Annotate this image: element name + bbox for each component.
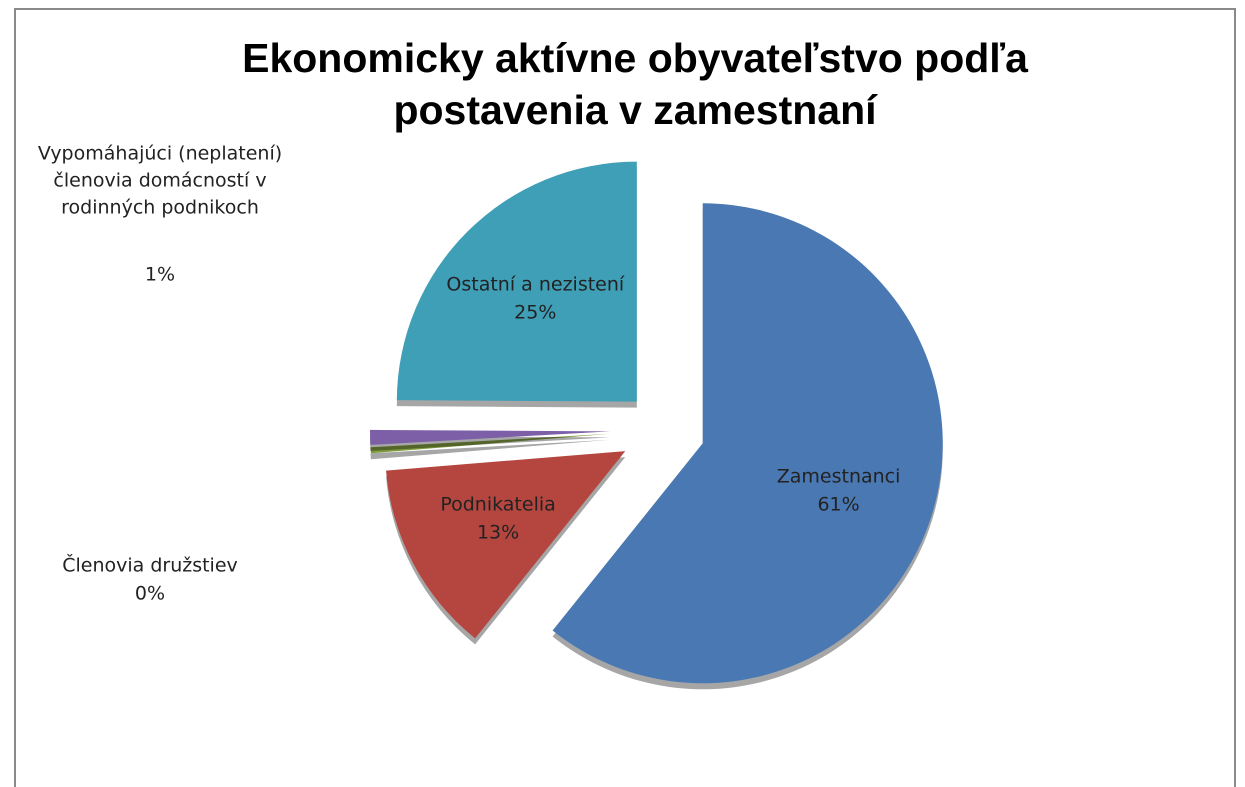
value-label: 61%	[817, 493, 860, 516]
category-label: Vypomáhajúci (neplatení) členovia domácn…	[37, 142, 283, 219]
value-label: 0%	[134, 582, 166, 605]
pie-slice	[552, 203, 943, 684]
pie-slice	[386, 451, 626, 639]
pie-slice	[370, 429, 611, 445]
category-label: Ostatní a nezistení	[446, 273, 625, 296]
value-label: 25%	[514, 301, 557, 324]
category-label: Podnikatelia	[440, 493, 556, 516]
pie-slice	[396, 161, 637, 402]
value-label: 13%	[476, 521, 520, 544]
chart-title: Ekonomicky aktívne obyvateľstvo podľa po…	[242, 35, 1028, 133]
value-label: 1%	[144, 263, 176, 286]
pie-slice	[370, 433, 611, 454]
category-label: Členovia družstiev	[62, 554, 238, 577]
chart-frame	[14, 8, 1236, 787]
category-label: Zamestnanci	[776, 465, 901, 488]
